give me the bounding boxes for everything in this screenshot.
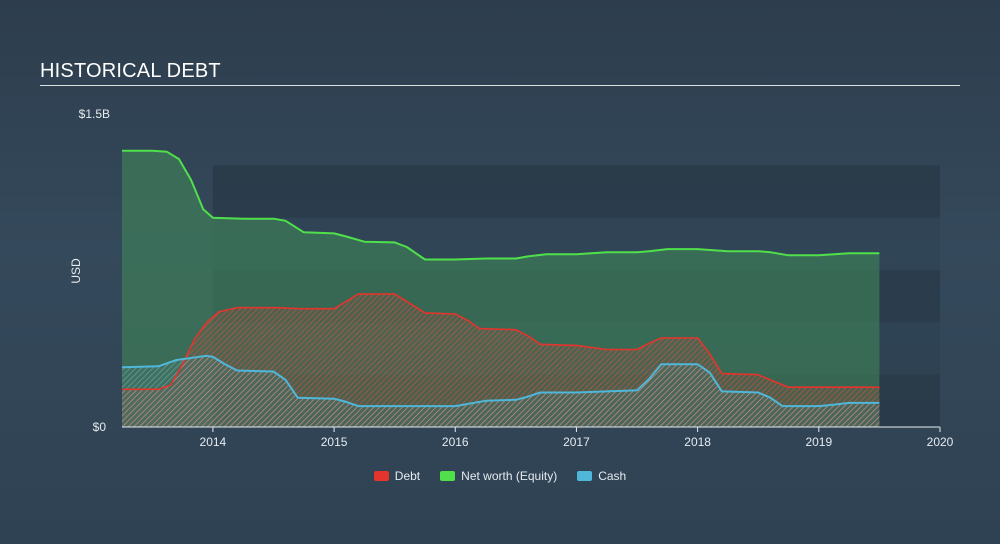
legend-item-debt[interactable]: Debt <box>373 469 421 483</box>
equity-line <box>122 149 880 261</box>
x-tick-label-2016: 2016 <box>442 435 469 449</box>
legend-label-debt: Debt <box>394 469 421 483</box>
x-axis: 2014 2015 2016 2017 2018 2019 2020 <box>122 426 954 449</box>
legend-swatch-cash <box>577 471 593 481</box>
y-tick-top: $1.5B <box>79 107 110 121</box>
band-4 <box>212 165 940 218</box>
legend: Debt Net worth (Equity) Cash <box>0 469 1000 483</box>
y-axis-label: USD <box>69 258 83 284</box>
chart-title: HISTORICAL DEBT <box>40 60 221 82</box>
title-divider <box>40 85 960 86</box>
series-areas <box>121 149 880 427</box>
legend-swatch-equity <box>440 471 456 481</box>
legend-swatch-debt <box>373 471 389 481</box>
y-tick-bottom: $0 <box>93 420 107 434</box>
x-tick-label-2017: 2017 <box>563 435 590 449</box>
x-tick-label-2014: 2014 <box>200 435 227 449</box>
legend-item-equity[interactable]: Net worth (Equity) <box>440 469 557 483</box>
legend-label-equity: Net worth (Equity) <box>461 469 558 483</box>
legend-item-cash[interactable]: Cash <box>577 469 626 483</box>
x-tick-label-2019: 2019 <box>805 435 832 449</box>
x-tick-label-2015: 2015 <box>321 435 348 449</box>
x-tick-label-2018: 2018 <box>684 435 711 449</box>
cash-line <box>121 354 880 408</box>
cash-area <box>122 355 880 427</box>
legend-label-cash: Cash <box>598 469 627 483</box>
x-tick-label-2020: 2020 <box>927 435 954 449</box>
debt-line <box>122 293 880 391</box>
